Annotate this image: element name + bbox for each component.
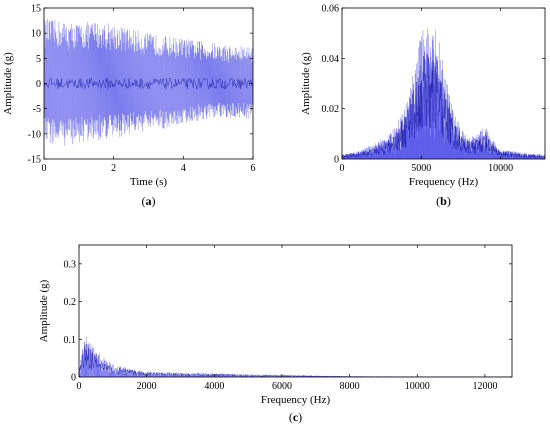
y-axis-label: Amplitude (g): [38, 279, 50, 342]
x-tick-label: 4: [181, 163, 186, 174]
y-tick-label: 0.04: [322, 54, 340, 65]
x-tick-label: 5000: [411, 163, 431, 174]
series-c-stems: [79, 336, 512, 377]
y-tick-label: 0: [334, 155, 339, 166]
x-axis-label: Frequency (Hz): [261, 394, 331, 406]
panel-caption: (c): [289, 410, 302, 424]
x-tick-label: 0: [77, 381, 82, 392]
y-tick-label: 0.02: [322, 104, 340, 115]
x-axis-label: Time (s): [130, 176, 168, 188]
series-b-line: [342, 51, 545, 159]
panel-caption: (a): [142, 194, 156, 208]
y-tick-label: 0: [71, 373, 76, 384]
x-tick-label: 0: [42, 163, 47, 174]
x-tick-label: 4000: [204, 381, 224, 392]
y-tick-label: -10: [28, 129, 41, 140]
panel-c: 0 2000 4000 6000 8000 10000 12000 0 0.1 0.2 0.3 Fre…: [38, 244, 513, 424]
x-tick-label: 10000: [488, 163, 513, 174]
y-axis-label: Amplitude (g): [2, 52, 14, 115]
series-a-center: [44, 77, 253, 90]
y-tick-label: 0.2: [64, 297, 77, 308]
y-axis-label: Amplitude (g): [300, 52, 312, 115]
series-group: [342, 28, 545, 159]
x-tick-label: 12000: [472, 381, 497, 392]
y-tick-label: 10: [31, 29, 41, 40]
x-tick-label: 6000: [272, 381, 292, 392]
plot-frame: [341, 7, 546, 160]
y-tick-label: 0.1: [64, 335, 77, 346]
plot-frame: [78, 244, 513, 378]
y-tick-label: -15: [28, 155, 41, 166]
x-tick-label: 8000: [340, 381, 360, 392]
panel-b: 0 5000 10000 0 0.02 0.04 0.06 Frequency (Hz) Amp…: [300, 4, 546, 208]
y-tick-label: -5: [33, 104, 41, 115]
x-tick-label: 6: [251, 163, 256, 174]
y-tick-label: 0.3: [64, 259, 77, 270]
x-tick-label: 0: [340, 163, 345, 174]
x-tick-label: 2000: [137, 381, 157, 392]
y-tick-label: 0: [36, 79, 41, 90]
panel-caption: (b): [436, 194, 451, 208]
x-tick-label: 10000: [405, 381, 430, 392]
panel-a: 0 2 4 6 -15 -10 -5 0 5 10 15 Time (s) Amplitude (g) (…: [2, 4, 256, 209]
x-axis-label: Frequency (Hz): [409, 176, 479, 188]
series-group: [44, 19, 253, 146]
y-tick-label: 15: [31, 4, 41, 15]
series-a-line: [44, 19, 253, 146]
y-tick-label: 0.06: [322, 4, 340, 15]
x-tick-label: 2: [111, 163, 116, 174]
series-c-line: [79, 341, 512, 377]
y-tick-label: 5: [36, 54, 41, 65]
series-group: [79, 336, 512, 377]
